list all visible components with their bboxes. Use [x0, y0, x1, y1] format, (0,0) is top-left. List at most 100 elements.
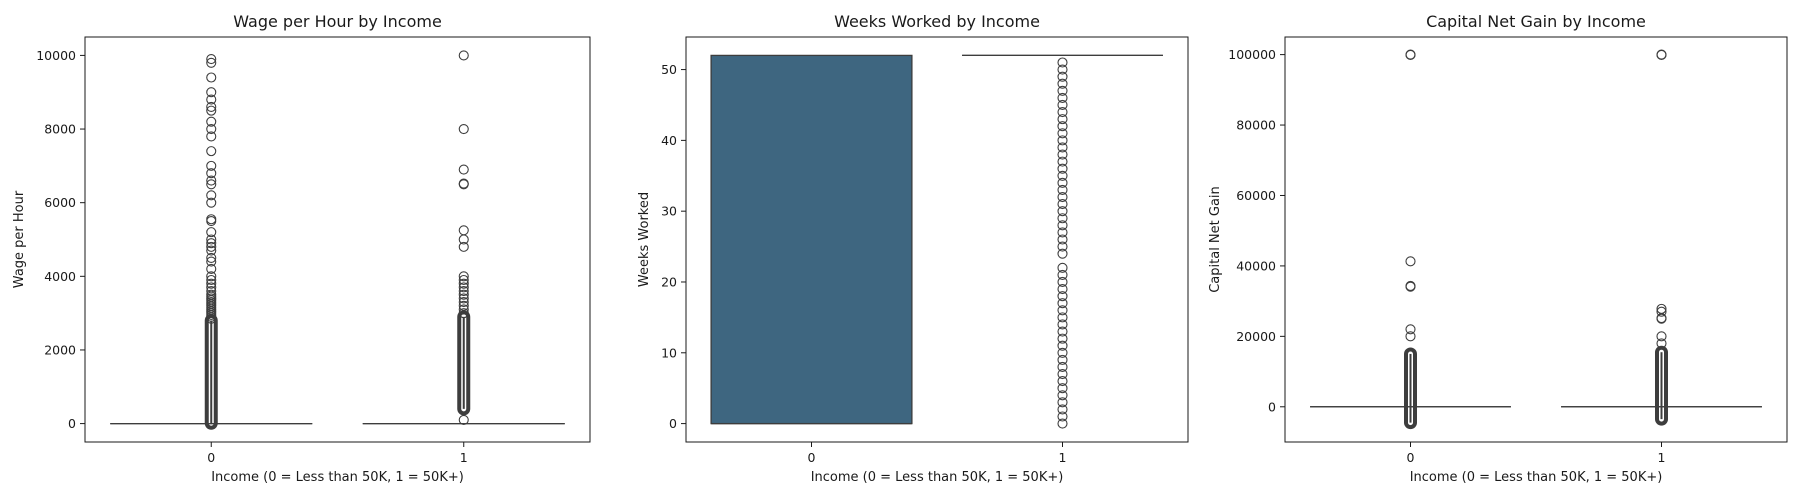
y-tick-label: 40: [661, 133, 677, 148]
outlier-point: [1057, 397, 1068, 408]
outlier-point: [206, 105, 217, 116]
outlier-point: [1057, 78, 1068, 89]
outlier-point: [1057, 85, 1068, 96]
box-group-0: [1310, 49, 1511, 430]
outlier-point: [1057, 347, 1068, 358]
outlier-point: [458, 308, 469, 319]
outlier-point: [458, 241, 469, 252]
x-tick-label: 0: [207, 450, 215, 465]
outlier-point: [206, 245, 217, 256]
outlier-point: [1057, 276, 1068, 288]
outlier-point: [206, 87, 217, 98]
x-tick-label: 0: [808, 450, 816, 465]
outlier-point: [1057, 333, 1068, 344]
x-axis-label: Income (0 = Less than 50K, 1 = 50K+): [1410, 470, 1663, 485]
outlier-point: [206, 234, 217, 245]
y-tick-label: 100000: [1228, 47, 1276, 62]
outlier-point: [1656, 303, 1667, 314]
outlier-point: [1057, 248, 1068, 259]
outlier-point: [206, 271, 217, 282]
y-tick-label: 10000: [36, 48, 76, 63]
outlier-point: [1405, 256, 1416, 267]
outlier-point: [1057, 418, 1068, 429]
plot-frame: [685, 36, 1189, 443]
outlier-point: [458, 297, 469, 308]
outlier-point: [206, 190, 217, 201]
outlier-point: [458, 271, 469, 282]
y-tick-label: 20000: [1236, 329, 1276, 344]
outlier-point: [1057, 291, 1068, 302]
outlier-point: [1057, 361, 1068, 372]
y-tick-label: 0: [68, 416, 76, 431]
outlier-point: [1057, 383, 1068, 394]
outlier-point: [458, 278, 469, 289]
outlier-point: [206, 274, 217, 286]
outlier-point: [1057, 142, 1068, 153]
outlier-point: [1057, 213, 1068, 224]
outlier-point: [206, 285, 217, 297]
outlier-cluster: [1404, 347, 1417, 430]
outlier-point: [1057, 305, 1068, 316]
outlier-point: [206, 101, 217, 113]
outlier-point: [206, 214, 217, 225]
y-tick-label: 2000: [44, 342, 76, 357]
outlier-point: [1057, 121, 1068, 132]
outlier-point: [206, 131, 217, 142]
box-group-0: [710, 54, 913, 425]
x-tick-label: 1: [1658, 450, 1666, 465]
outlier-point: [206, 256, 217, 267]
outlier-point: [1405, 49, 1416, 60]
y-axis-label: Wage per Hour: [12, 190, 27, 288]
outlier-point: [1057, 107, 1068, 118]
outlier-point: [1057, 99, 1068, 111]
outlier-point: [1057, 114, 1068, 125]
outlier-point: [458, 225, 469, 236]
outlier-point: [1057, 390, 1068, 401]
outlier-point: [1057, 57, 1068, 68]
x-tick-label: 0: [1407, 450, 1415, 465]
outlier-point: [206, 146, 217, 157]
outlier-point: [1057, 199, 1068, 210]
outlier-point: [206, 197, 217, 208]
outlier-point: [1405, 280, 1416, 292]
outlier-point: [1057, 404, 1068, 415]
x-axis-label: Income (0 = Less than 50K, 1 = 50K+): [211, 470, 464, 485]
outlier-point: [458, 293, 469, 304]
outlier-point: [1057, 128, 1068, 139]
outlier-point: [206, 278, 217, 289]
box-group-1: [1561, 49, 1762, 426]
outlier-cluster: [457, 310, 471, 416]
outlier-point: [458, 274, 469, 286]
chart-title: Capital Net Gain by Income: [1426, 12, 1646, 31]
y-tick-label: 40000: [1236, 258, 1276, 273]
outlier-point: [206, 94, 217, 105]
outlier-point: [1057, 170, 1068, 181]
outlier-point: [1057, 92, 1068, 103]
outlier-point: [1057, 220, 1068, 231]
chart-title: Weeks Worked by Income: [834, 12, 1040, 31]
outlier-point: [458, 300, 469, 311]
y-tick-label: 8000: [44, 122, 76, 137]
y-tick-label: 6000: [44, 195, 76, 210]
outlier-point: [1057, 368, 1068, 380]
outlier-point: [206, 289, 217, 300]
box-group-1: [362, 50, 565, 425]
outlier-point: [458, 289, 469, 300]
outlier-point: [206, 54, 217, 65]
outlier-point: [1057, 354, 1068, 365]
outlier-point: [206, 241, 217, 252]
outlier-point: [1057, 64, 1068, 75]
outlier-point: [206, 175, 217, 186]
outlier-point: [206, 116, 217, 127]
outlier-point: [206, 168, 217, 179]
box-group-0: [110, 54, 313, 430]
y-tick-label: 50: [661, 62, 677, 77]
outlier-point: [1656, 338, 1667, 349]
outlier-point: [1656, 306, 1667, 317]
plot-frame: [84, 36, 591, 443]
outlier-point: [458, 282, 469, 293]
outlier-point: [1057, 135, 1068, 146]
outlier-point: [458, 164, 469, 175]
chart-panel-3: Capital Net Gain by Income 0 20000 40000 600…: [1208, 12, 1788, 485]
outlier-point: [1057, 191, 1068, 203]
